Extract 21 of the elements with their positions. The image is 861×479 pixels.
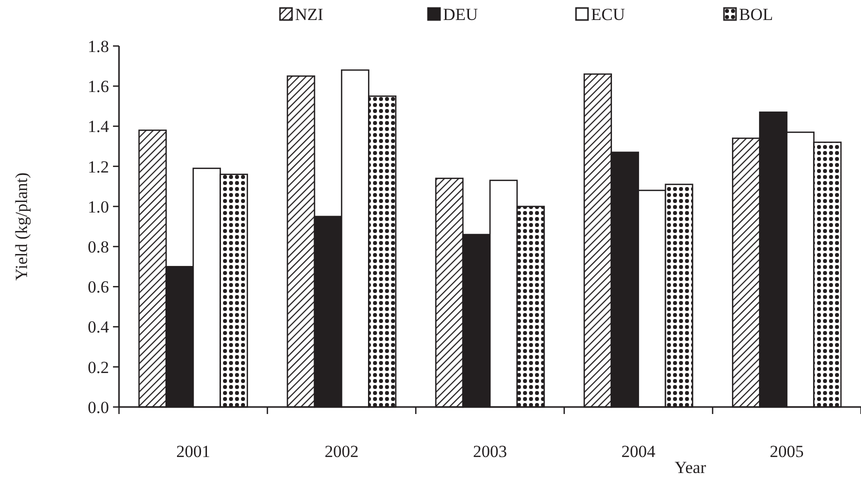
y-tick-label: 0.0: [88, 398, 109, 417]
y-axis-title: Yield (kg/plant): [12, 172, 31, 281]
x-tick-label: 2003: [473, 442, 507, 461]
legend-label: ECU: [591, 4, 625, 24]
legend-label: BOL: [739, 4, 773, 24]
y-tick-label: 1.6: [88, 77, 109, 96]
y-tick-label: 0.6: [88, 278, 109, 297]
y-tick-label: 1.0: [88, 197, 109, 216]
legend-label: NZI: [295, 4, 324, 24]
y-tick-label: 0.8: [88, 238, 109, 257]
legend-label: DEU: [443, 4, 478, 24]
x-tick-label: 2002: [324, 442, 359, 461]
y-tick-label: 1.2: [88, 157, 109, 176]
y-tick-label: 1.4: [88, 117, 110, 136]
y-tick-label: 0.2: [88, 358, 109, 377]
x-tick-label: 2004: [621, 442, 656, 461]
x-tick-label: 2001: [176, 442, 210, 461]
y-tick-label: 0.4: [88, 318, 110, 337]
x-axis-title: Year: [674, 458, 706, 477]
y-tick-label: 1.8: [88, 36, 109, 56]
x-tick-label: 2005: [770, 442, 804, 461]
